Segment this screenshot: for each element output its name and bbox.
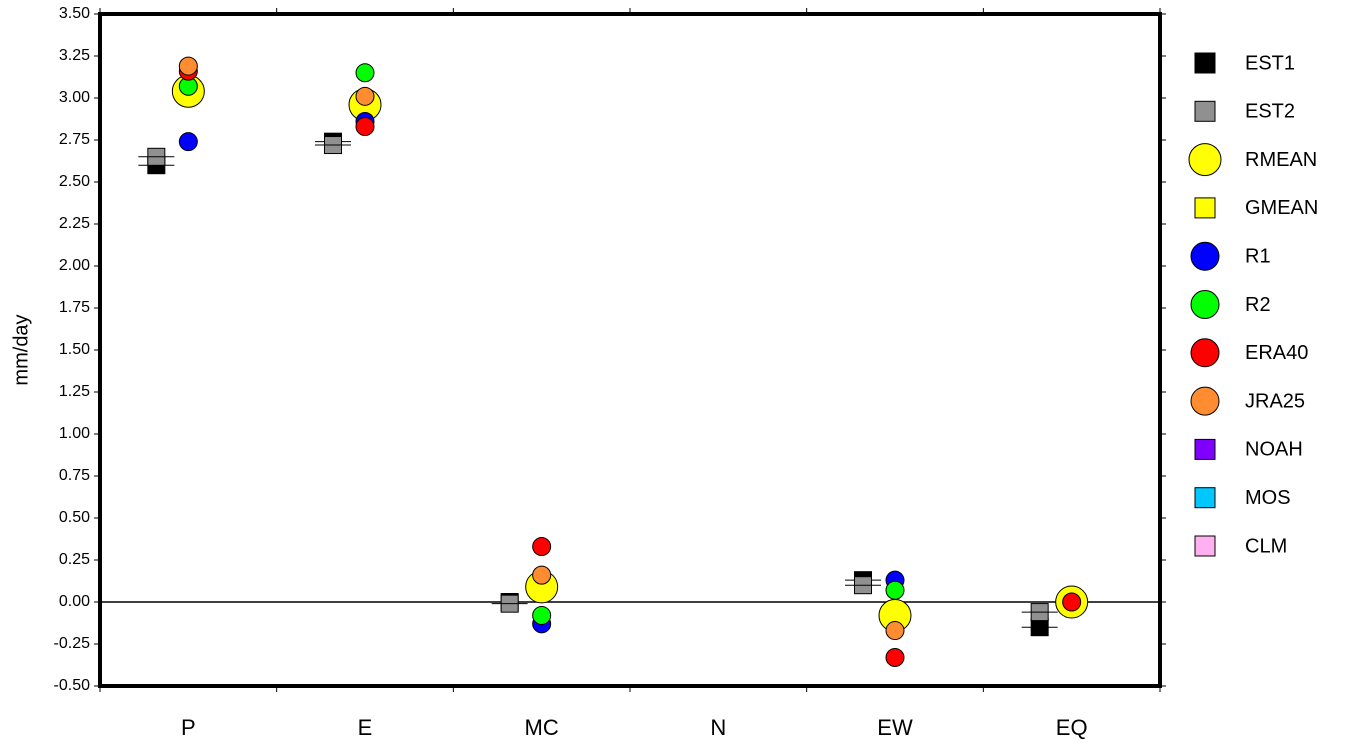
x-tick-label: EW [877,715,913,740]
legend-marker [1194,487,1216,509]
legend-label: MOS [1245,487,1291,509]
legend-marker [1194,438,1216,460]
legend-marker [1190,241,1220,271]
point [355,63,375,83]
legend-marker [1188,143,1222,177]
legend-label: JRA25 [1245,390,1305,412]
point [885,580,905,600]
legend-marker [1194,197,1216,219]
legend-label: RMEAN [1245,149,1317,171]
legend-marker [1190,338,1220,368]
point [532,605,552,625]
legend-label: ERA40 [1245,342,1308,364]
y-tick-label: 1.25 [59,383,90,400]
y-tick-label: 3.50 [59,5,90,22]
point [532,565,552,585]
x-tick-label: P [181,715,196,740]
legend-marker [1194,100,1216,122]
legend-label: EST1 [1245,52,1295,74]
y-tick-label: -0.50 [54,677,91,694]
legend-label: EST2 [1245,101,1295,123]
y-tick-label: 0.25 [59,551,90,568]
point [885,647,905,667]
legend-marker [1194,52,1216,74]
point [355,86,375,106]
y-tick-label: 2.00 [59,257,90,274]
y-tick-label: 0.00 [59,593,90,610]
y-tick-label: 3.25 [59,47,90,64]
legend-marker [1194,535,1216,557]
point [885,621,905,641]
legend-label: GMEAN [1245,197,1318,219]
y-tick-label: 3.00 [59,89,90,106]
legend-label: R1 [1245,245,1271,267]
point [178,56,198,76]
point [355,117,375,137]
legend-label: CLM [1245,535,1287,557]
y-tick-label: 1.50 [59,341,90,358]
x-tick-label: MC [525,715,559,740]
legend-marker [1190,386,1220,416]
y-tick-label: -0.25 [54,635,91,652]
x-tick-label: N [710,715,726,740]
y-tick-label: 1.75 [59,299,90,316]
plot-frame [98,12,1162,688]
point [1062,592,1082,612]
legend-label: R2 [1245,294,1271,316]
point [178,132,198,152]
y-tick-label: 0.50 [59,509,90,526]
y-tick-label: 2.75 [59,131,90,148]
y-tick-label: 2.25 [59,215,90,232]
y-axis-label: mm/day [10,314,32,385]
x-tick-label: E [358,715,373,740]
legend-marker [1190,290,1220,319]
y-tick-label: 2.50 [59,173,90,190]
legend-label: NOAH [1245,439,1303,461]
y-tick-label: 0.75 [59,467,90,484]
y-tick-label: 1.00 [59,425,90,442]
point [532,537,552,557]
x-tick-label: EQ [1056,715,1088,740]
